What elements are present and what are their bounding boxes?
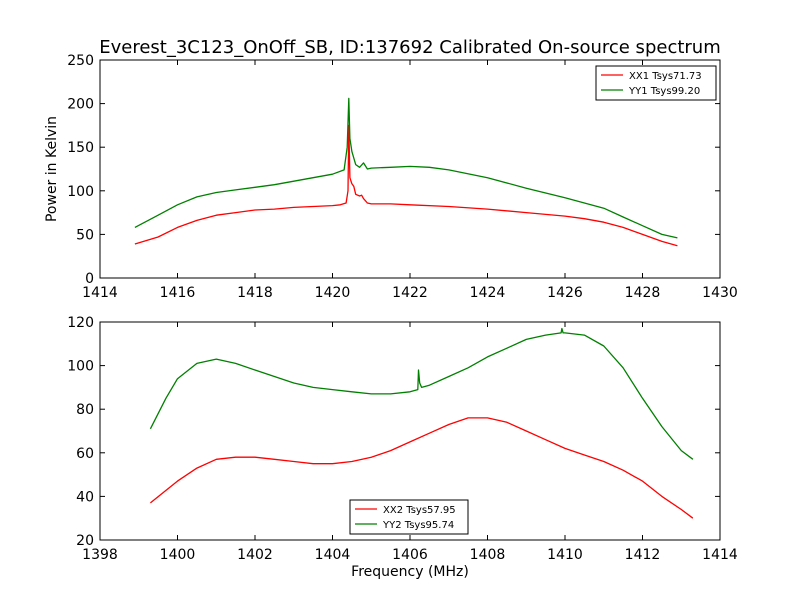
top-x-tick-label: 1416: [160, 285, 196, 301]
top-y-tick-label: 0: [85, 271, 94, 287]
bottom-y-tick-label: 60: [76, 446, 94, 462]
bottom-x-tick-label: 1402: [237, 547, 273, 563]
bottom-legend-box: [349, 499, 469, 535]
x-axis-label: Frequency (MHz): [351, 564, 469, 580]
top-x-tick-label: 1428: [625, 285, 661, 301]
bottom-x-tick-label: 1400: [160, 547, 196, 563]
top-y-tick-label: 50: [76, 227, 94, 243]
top-legend-box: [595, 65, 717, 101]
top-tick-layer: 1414 1416 1418 1420 1422 1424 1426 1428 1430 0 50 1…: [67, 53, 738, 301]
top-legend: XX1 Tsys71.73 YY1 Tsys99.20: [595, 65, 717, 101]
top-y-tick-label: 250: [67, 53, 94, 69]
top-spectrum-plot: 1414 1416 1418 1420 1422 1424 1426 1428 1430 0 50 1…: [44, 53, 738, 301]
bottom-y-tick-label: 80: [76, 402, 94, 418]
top-x-tick-label: 1420: [315, 285, 351, 301]
top-y-tick-label: 200: [67, 97, 94, 113]
legend-label-xx2: XX2 Tsys57.95: [383, 505, 456, 516]
bottom-x-tick-label: 1414: [702, 547, 738, 563]
series-line-xx2: [149, 417, 694, 519]
bottom-legend: XX2 Tsys57.95 YY2 Tsys95.74: [349, 499, 469, 535]
bottom-x-tick-label: 1404: [315, 547, 351, 563]
top-x-tick-label: 1426: [547, 285, 583, 301]
bottom-spectrum-plot: 1398 1400 1402 1404 1406 1408 1410 1412 1414 20 40…: [67, 315, 738, 580]
top-x-tick-label: 1430: [702, 285, 738, 301]
legend-label-yy2: YY2 Tsys95.74: [382, 520, 454, 531]
bottom-series-layer: [149, 327, 694, 519]
top-y-axis-label: Power in Kelvin: [44, 116, 60, 222]
bottom-x-tick-label: 1406: [392, 547, 428, 563]
bottom-y-tick-label: 20: [76, 533, 94, 549]
bottom-y-tick-label: 100: [67, 359, 94, 375]
top-x-tick-label: 1418: [237, 285, 273, 301]
top-x-tick-label: 1422: [392, 285, 428, 301]
bottom-x-tick-label: 1398: [82, 547, 118, 563]
series-line-yy1: [134, 97, 678, 239]
bottom-x-tick-label: 1410: [547, 547, 583, 563]
bottom-y-tick-label: 120: [67, 315, 94, 331]
top-x-tick-label: 1414: [82, 285, 118, 301]
legend-label-yy1: YY1 Tsys99.20: [628, 86, 700, 97]
top-x-tick-label: 1424: [470, 285, 506, 301]
bottom-x-tick-label: 1408: [470, 547, 506, 563]
top-y-tick-label: 150: [67, 140, 94, 156]
bottom-tick-layer: 1398 1400 1402 1404 1406 1408 1410 1412 1414 20 40…: [67, 315, 738, 563]
top-series-layer: [134, 97, 678, 247]
top-y-tick-label: 100: [67, 184, 94, 200]
bottom-y-tick-label: 40: [76, 489, 94, 505]
chart-title: Everest_3C123_OnOff_SB, ID:137692 Calibr…: [99, 37, 721, 58]
series-line-yy2: [149, 327, 694, 460]
legend-label-xx1: XX1 Tsys71.73: [629, 71, 702, 82]
bottom-x-tick-label: 1412: [625, 547, 661, 563]
series-line-xx1: [134, 124, 678, 247]
